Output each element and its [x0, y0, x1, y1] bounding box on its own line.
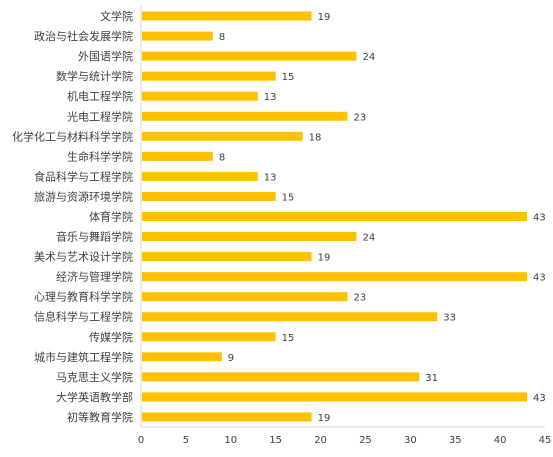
x-tick-label: 30 — [404, 435, 417, 446]
category-label: 生命科学学院 — [67, 149, 133, 163]
data-label: 15 — [282, 72, 295, 83]
category-label: 心理与教育科学学院 — [34, 290, 133, 304]
data-label: 9 — [228, 353, 234, 364]
bar — [142, 352, 222, 362]
data-label: 8 — [219, 152, 225, 163]
data-label: 31 — [425, 373, 438, 384]
category-label: 光电工程学院 — [67, 109, 133, 123]
bar — [142, 332, 276, 342]
x-tick-label: 0 — [138, 435, 144, 446]
bar — [142, 71, 276, 81]
bar — [142, 191, 276, 201]
category-label: 信息科学与工程学院 — [34, 310, 133, 324]
x-tick-label: 10 — [224, 435, 237, 446]
category-label: 初等教育学院 — [67, 410, 133, 424]
bar — [142, 372, 420, 382]
data-label: 15 — [282, 192, 295, 203]
category-label: 文学院 — [100, 9, 133, 23]
bar — [142, 31, 213, 41]
bar — [142, 131, 303, 141]
data-label: 43 — [533, 273, 546, 284]
category-label: 旅游与资源环境学院 — [34, 189, 133, 203]
category-label: 外国语学院 — [78, 49, 133, 63]
category-label: 食品科学与工程学院 — [34, 169, 133, 183]
category-label: 大学英语教学部 — [56, 390, 133, 404]
data-label: 24 — [362, 233, 375, 244]
bar — [142, 212, 528, 221]
data-label: 18 — [309, 132, 322, 143]
category-label: 数学与统计学院 — [56, 69, 133, 83]
data-label: 15 — [282, 333, 295, 344]
bar — [142, 392, 528, 402]
bar — [142, 111, 348, 121]
category-label: 马克思主义学院 — [56, 370, 133, 384]
category-label: 化学化工与材料科学学院 — [12, 129, 133, 143]
bar — [142, 51, 357, 61]
bar — [142, 272, 528, 282]
category-label: 传媒学院 — [89, 330, 133, 344]
bar — [142, 232, 357, 242]
bar — [142, 412, 312, 422]
bar — [142, 252, 312, 262]
data-label: 13 — [264, 92, 277, 103]
data-label: 33 — [443, 313, 456, 324]
data-label: 13 — [264, 172, 277, 183]
bar — [142, 171, 258, 181]
x-tick-label: 45 — [539, 435, 552, 446]
x-tick-label: 35 — [449, 435, 462, 446]
bar — [142, 151, 213, 161]
bar — [142, 292, 348, 302]
bar — [142, 91, 258, 101]
data-label: 19 — [318, 12, 331, 23]
data-label: 43 — [533, 393, 546, 404]
data-label: 43 — [533, 213, 546, 224]
bar — [142, 11, 312, 21]
category-label: 城市与建筑工程学院 — [34, 350, 133, 364]
x-tick-label: 40 — [494, 435, 507, 446]
x-tick-label: 5 — [183, 435, 189, 446]
category-label: 经济与管理学院 — [56, 270, 133, 284]
category-label: 机电工程学院 — [67, 89, 133, 103]
data-label: 19 — [318, 253, 331, 264]
data-label: 23 — [353, 112, 366, 123]
data-label: 8 — [219, 32, 225, 43]
x-tick-label: 25 — [359, 435, 372, 446]
data-label: 23 — [353, 293, 366, 304]
x-tick-label: 15 — [269, 435, 282, 446]
category-label: 美术与艺术设计学院 — [34, 250, 133, 264]
bar — [142, 312, 438, 322]
category-label: 政治与社会发展学院 — [34, 29, 133, 43]
data-label: 19 — [318, 413, 331, 424]
x-tick-label: 20 — [314, 435, 327, 446]
category-label: 音乐与舞蹈学院 — [56, 230, 133, 244]
category-label: 体育学院 — [89, 210, 133, 224]
data-label: 24 — [362, 52, 375, 63]
